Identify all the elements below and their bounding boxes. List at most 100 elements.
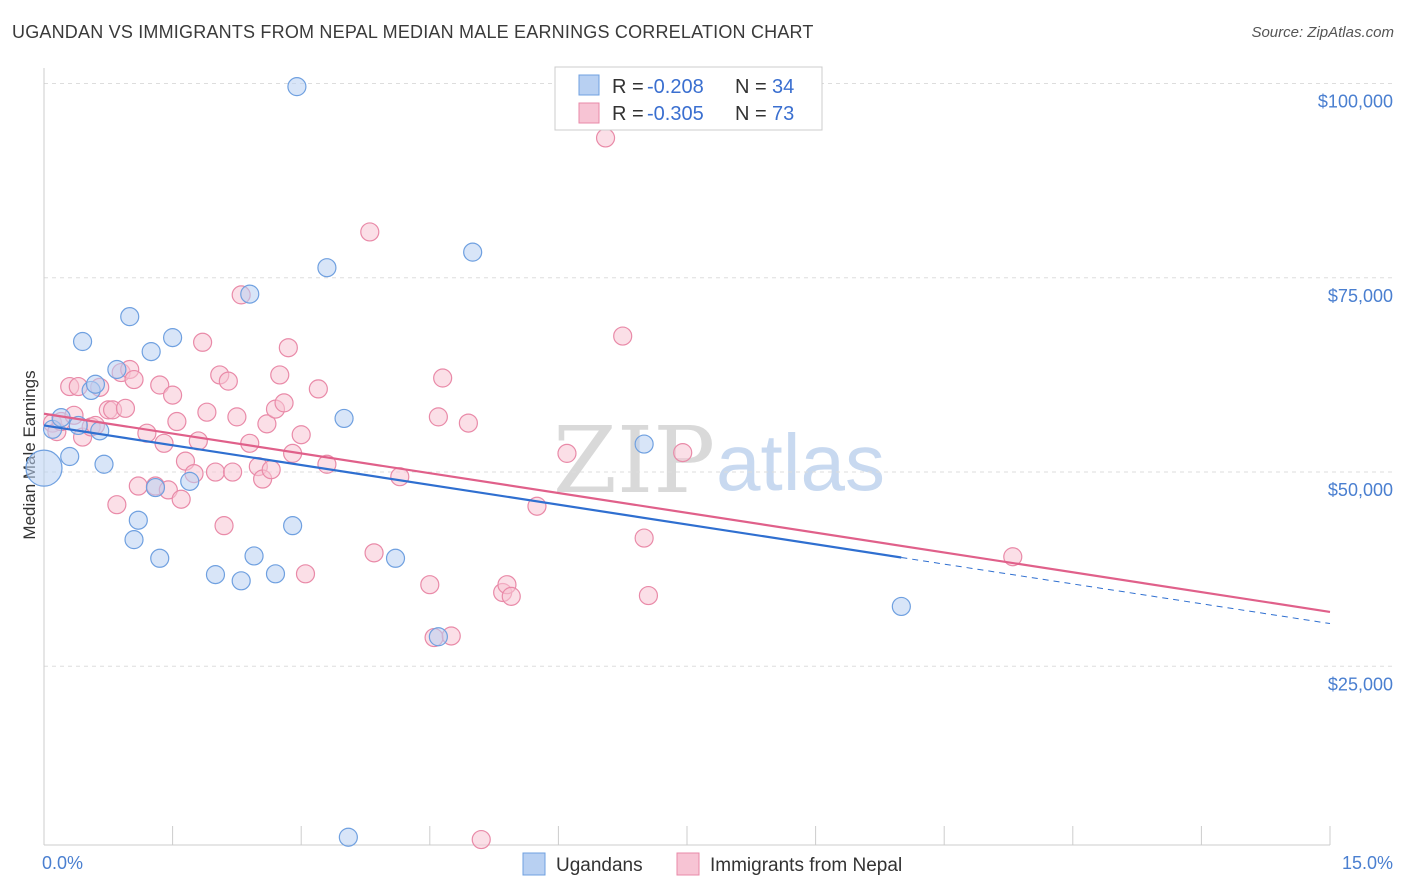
bottom-legend-label-nepal: Immigrants from Nepal — [710, 855, 902, 876]
y-tick-label: $75,000 — [1328, 286, 1393, 306]
watermark-atlas: atlas — [716, 418, 885, 507]
nepal-point — [360, 222, 380, 242]
nepal-point — [673, 443, 693, 463]
nepal-point — [205, 462, 226, 482]
ugandans-point — [120, 307, 140, 327]
bottom-legend-label-ugandans: Ugandans — [556, 855, 643, 876]
nepal-point — [458, 413, 478, 433]
series-legend: Ugandans Immigrants from Nepal — [522, 852, 902, 876]
nepal-point — [214, 516, 234, 536]
ugandans-point — [25, 449, 63, 487]
ugandans-point — [128, 510, 148, 530]
nepal-point — [364, 543, 384, 563]
nepal-point — [167, 411, 187, 432]
nepal-point — [433, 368, 453, 388]
legend-swatch-nepal — [578, 102, 600, 124]
ugandans-point — [107, 359, 127, 380]
nepal-point — [638, 585, 659, 606]
nepal-point — [107, 495, 127, 515]
legend-r-value-nepal: -0.305 — [647, 103, 704, 125]
watermark-zip: ZIP — [553, 407, 715, 514]
ugandans-point — [240, 284, 260, 304]
ugandans-point — [283, 516, 303, 536]
nepal-point — [257, 414, 277, 434]
ugandans-point — [317, 258, 337, 278]
ugandans-point — [385, 548, 406, 568]
nepal-point — [557, 443, 577, 463]
nepal-point — [270, 365, 290, 385]
nepal-point — [115, 398, 136, 418]
nepal-point — [223, 462, 243, 482]
ugandans-point — [205, 565, 226, 585]
legend-r-label-ugandans: R = — [612, 76, 644, 98]
x-tick-label-min: 0.0% — [42, 853, 83, 873]
nepal-point — [420, 575, 440, 595]
y-tick-label: $25,000 — [1328, 674, 1393, 694]
ugandans-point — [634, 434, 654, 454]
nepal-point — [227, 407, 247, 427]
x-tick-label-max: 15.0% — [1342, 853, 1393, 873]
nepal-point — [501, 586, 521, 606]
ugandans-point — [244, 546, 264, 566]
ugandans-point — [85, 374, 106, 394]
nepal-point — [291, 425, 311, 445]
nepal-point — [278, 338, 298, 358]
nepal-point — [295, 564, 316, 584]
legend-swatch-ugandans — [578, 74, 600, 96]
trend-lines — [43, 412, 1331, 625]
legend-n-label-nepal: N = — [735, 103, 767, 125]
ugandans-point — [141, 342, 161, 362]
nepal-point — [261, 460, 281, 480]
y-tick-label: $50,000 — [1328, 480, 1393, 500]
ugandans-point — [94, 454, 114, 474]
ugandans-point — [428, 627, 448, 647]
stats-legend: R = -0.208 N = 34 R = -0.305 N = 73 — [554, 66, 823, 131]
ugandans-point — [180, 471, 200, 491]
chart-title: UGANDAN VS IMMIGRANTS FROM NEPAL MEDIAN … — [12, 22, 814, 42]
nepal-point — [613, 326, 633, 346]
nepal-point — [595, 128, 616, 148]
legend-n-value-nepal: 73 — [772, 103, 794, 125]
ugandans-trend-line — [43, 424, 902, 559]
legend-n-value-ugandans: 34 — [772, 76, 794, 98]
nepal-point — [150, 375, 170, 395]
nepal-point — [124, 369, 144, 390]
legend-r-label-nepal: R = — [612, 103, 644, 125]
nepal-point — [634, 528, 654, 548]
legend-n-label-ugandans: N = — [735, 76, 767, 98]
ugandans-point — [891, 596, 911, 617]
nepal-point — [193, 332, 213, 352]
nepal-point — [428, 407, 448, 427]
y-tick-label: $100,000 — [1318, 92, 1393, 112]
nepal-point — [240, 433, 260, 453]
bottom-legend-swatch-nepal — [676, 852, 700, 876]
x-ticks — [43, 826, 1331, 845]
ugandans-point — [334, 408, 354, 429]
ugandans-point — [287, 77, 307, 97]
nepal-point — [471, 829, 491, 850]
ugandans-point — [145, 477, 166, 498]
ugandans-point — [338, 827, 358, 847]
ugandans-point — [163, 328, 183, 348]
ugandans-trend-extension — [901, 557, 1331, 625]
nepal-point — [274, 393, 294, 413]
ugandans-point — [231, 571, 251, 591]
y-axis-title: Median Male Earnings — [20, 370, 39, 539]
nepal-point — [197, 402, 217, 422]
ugandans-point — [90, 421, 110, 441]
chart-source: Source: ZipAtlas.com — [1251, 24, 1394, 41]
nepal-point — [308, 379, 328, 399]
ugandans-point — [150, 548, 170, 568]
nepal-point — [163, 385, 183, 405]
nepal-point — [128, 476, 148, 496]
nepal-trend-line — [43, 412, 1331, 613]
ugandans-point — [463, 242, 483, 262]
y-tick-labels: $25,000 $50,000 $75,000 $100,000 — [1318, 92, 1393, 695]
nepal-point — [171, 489, 191, 509]
ugandans-point — [60, 446, 80, 467]
ugandans-point — [124, 530, 144, 550]
legend-r-value-ugandans: -0.208 — [647, 76, 704, 98]
ugandans-point — [265, 564, 286, 584]
bottom-legend-swatch-ugandans — [522, 852, 546, 876]
